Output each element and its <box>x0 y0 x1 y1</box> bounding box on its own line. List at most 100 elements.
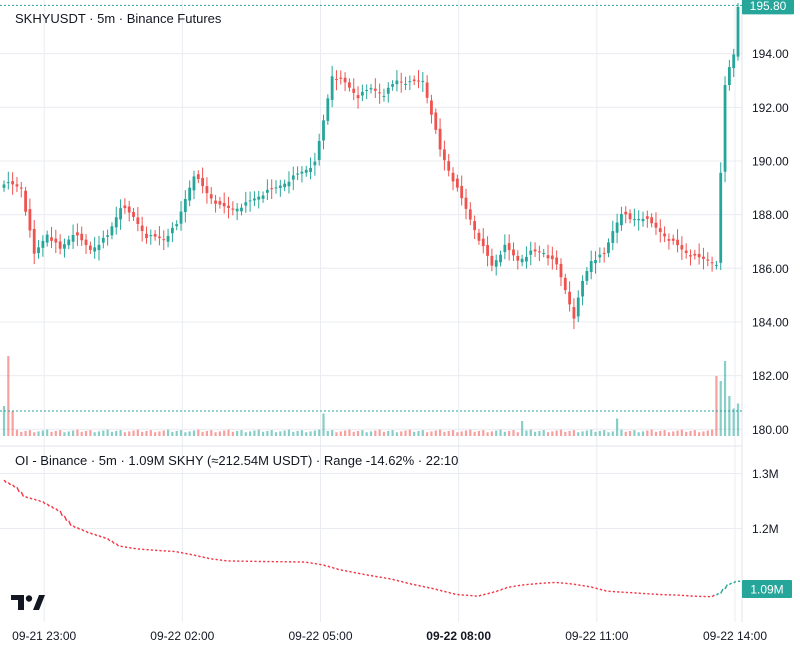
candle[interactable] <box>270 179 274 200</box>
candle[interactable] <box>525 246 528 269</box>
candle[interactable] <box>71 224 75 249</box>
candle[interactable] <box>408 75 412 91</box>
candle[interactable] <box>667 233 671 250</box>
candle[interactable] <box>296 166 299 181</box>
candle[interactable] <box>663 226 666 243</box>
candle[interactable] <box>447 153 451 177</box>
candle[interactable] <box>736 2 740 61</box>
candle[interactable] <box>499 250 502 267</box>
candle[interactable] <box>715 260 718 270</box>
candle[interactable] <box>378 83 382 104</box>
candle[interactable] <box>671 234 675 245</box>
candle[interactable] <box>425 75 429 104</box>
candle[interactable] <box>28 198 32 238</box>
candle[interactable] <box>80 226 84 246</box>
candle[interactable] <box>689 249 692 266</box>
candle[interactable] <box>166 228 170 248</box>
candle[interactable] <box>637 210 641 231</box>
candle[interactable] <box>702 247 705 270</box>
candle[interactable] <box>309 157 312 180</box>
candle[interactable] <box>494 254 498 276</box>
candle[interactable] <box>546 244 550 266</box>
candle[interactable] <box>145 226 148 244</box>
candle[interactable] <box>175 220 179 231</box>
candle[interactable] <box>205 177 209 204</box>
candle[interactable] <box>680 236 684 260</box>
candle[interactable] <box>382 88 386 102</box>
candle[interactable] <box>274 180 278 194</box>
candle[interactable] <box>123 198 127 214</box>
candle[interactable] <box>93 236 97 259</box>
candle[interactable] <box>196 170 200 184</box>
candle[interactable] <box>50 226 53 249</box>
candle[interactable] <box>421 72 425 92</box>
candle[interactable] <box>572 298 576 330</box>
candle[interactable] <box>67 235 71 250</box>
candle[interactable] <box>11 172 15 195</box>
candle[interactable] <box>464 188 468 220</box>
candle[interactable] <box>127 200 131 222</box>
candle[interactable] <box>697 243 701 265</box>
candle[interactable] <box>37 240 40 259</box>
candle[interactable] <box>335 70 338 91</box>
candle[interactable] <box>365 84 369 100</box>
candle[interactable] <box>58 234 62 255</box>
candle[interactable] <box>607 238 610 258</box>
candle[interactable] <box>438 118 442 157</box>
candle[interactable] <box>265 179 269 201</box>
candle[interactable] <box>84 234 88 254</box>
candle[interactable] <box>732 48 736 77</box>
candle[interactable] <box>386 82 390 103</box>
candle[interactable] <box>624 206 628 224</box>
candle[interactable] <box>563 273 567 295</box>
candle[interactable] <box>348 78 351 92</box>
candle[interactable] <box>158 226 161 246</box>
candle[interactable] <box>620 206 623 231</box>
candle[interactable] <box>654 212 658 235</box>
candle[interactable] <box>404 76 407 90</box>
candle[interactable] <box>486 236 489 267</box>
candle[interactable] <box>330 65 334 108</box>
candle[interactable] <box>576 290 580 323</box>
candle[interactable] <box>231 201 235 216</box>
candle[interactable] <box>54 229 58 253</box>
candle[interactable] <box>257 191 261 209</box>
candle[interactable] <box>291 166 295 191</box>
candle[interactable] <box>106 229 110 246</box>
candle[interactable] <box>693 249 697 260</box>
candle[interactable] <box>300 166 304 183</box>
candle[interactable] <box>611 220 615 251</box>
candle[interactable] <box>473 215 477 240</box>
candle[interactable] <box>443 140 446 171</box>
candle[interactable] <box>503 234 507 260</box>
candle[interactable] <box>88 241 92 254</box>
candle[interactable] <box>542 248 546 258</box>
candle[interactable] <box>261 191 265 203</box>
candle[interactable] <box>481 228 485 254</box>
candle[interactable] <box>658 219 662 243</box>
candle[interactable] <box>41 235 45 257</box>
candle[interactable] <box>676 229 679 253</box>
candle[interactable] <box>32 220 36 265</box>
candle[interactable] <box>15 177 19 193</box>
candle[interactable] <box>477 228 481 245</box>
candle[interactable] <box>170 222 174 243</box>
candle[interactable] <box>537 245 541 262</box>
candle[interactable] <box>218 197 222 209</box>
candle[interactable] <box>326 94 330 125</box>
candle[interactable] <box>253 191 256 207</box>
candle[interactable] <box>395 70 399 92</box>
candle[interactable] <box>468 202 472 226</box>
candle[interactable] <box>45 230 49 247</box>
candle[interactable] <box>214 194 217 213</box>
candle[interactable] <box>529 241 533 266</box>
candle[interactable] <box>373 78 377 98</box>
candle[interactable] <box>97 235 101 261</box>
candle[interactable] <box>153 230 157 241</box>
candle[interactable] <box>632 208 636 227</box>
candle[interactable] <box>520 254 524 267</box>
candle[interactable] <box>2 180 6 192</box>
candle[interactable] <box>322 114 325 150</box>
candle[interactable] <box>63 238 66 258</box>
